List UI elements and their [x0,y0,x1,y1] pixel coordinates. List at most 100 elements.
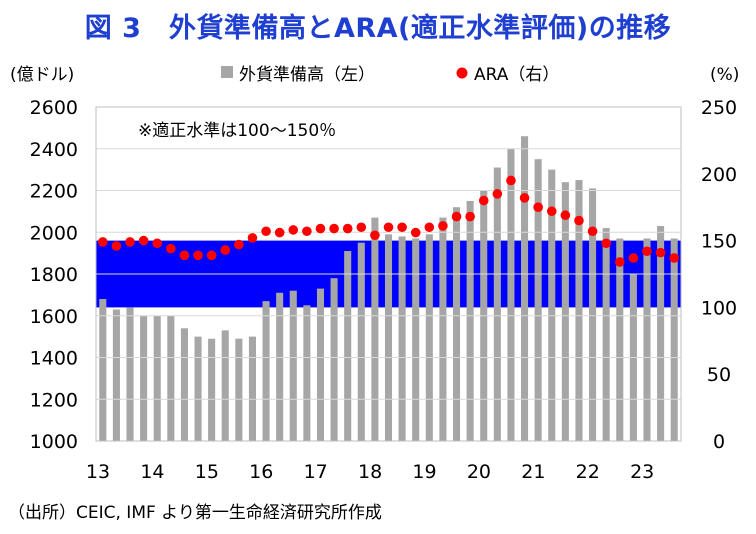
bar-2018Q2 [384,234,393,441]
ara-dot-2016Q2 [274,227,285,238]
ara-dot-2018Q4 [410,227,421,238]
bar-2013Q3 [126,307,134,441]
x-tick-label: 15 [195,461,219,483]
left-tick-label: 1600 [30,306,78,328]
ara-dot-2014Q3 [179,250,190,261]
bar-2023Q1 [643,238,651,441]
bar-2014Q3 [180,328,188,441]
ara-dot-2015Q2 [220,245,231,255]
ara-dot-2023Q1 [642,246,652,257]
ara-dot-2013Q1 [98,237,108,247]
x-tick-label: 18 [358,461,382,483]
bar-2021Q4 [575,180,583,441]
right-tick-label: 200 [701,164,737,186]
bar-2023Q3 [670,238,678,441]
left-axis-unit: (億ドル) [10,65,74,85]
ara-dot-2020Q1 [478,195,489,206]
ara-dot-2016Q1 [261,226,271,237]
bar-layer [99,136,678,441]
bar-2017Q4 [357,242,365,441]
bar-2016Q3 [289,290,297,441]
ara-dot-2018Q1 [370,230,380,241]
annotation: ※適正水準は100〜150％ [138,121,336,141]
bar-2023Q2 [657,225,665,441]
legend-dot-label: ARA（右） [474,65,559,85]
ara-dot-2015Q3 [234,239,244,250]
x-tick-label: 14 [140,461,164,483]
bar-2021Q1 [534,159,542,441]
left-tick-label: 1400 [30,348,78,370]
x-tick-label: 21 [521,461,545,483]
ara-dot-2014Q2 [166,243,176,254]
right-tick-label: 250 [701,97,737,119]
left-tick-label: 2400 [30,139,78,161]
legend-dot-swatch [456,67,468,79]
ara-dot-2018Q3 [397,222,407,233]
x-tick-label: 13 [86,461,110,483]
ara-dot-2022Q3 [614,257,625,267]
right-axis-unit: (%) [710,65,739,85]
ara-dot-2019Q2 [438,221,448,231]
bar-2014Q1 [153,315,161,441]
bar-2022Q3 [616,238,624,441]
bar-2019Q1 [425,234,433,441]
ara-dot-2016Q4 [302,226,312,237]
ara-dot-2020Q4 [519,193,530,203]
bar-2017Q3 [344,251,352,441]
ara-dot-2014Q4 [193,250,203,261]
ara-dot-2019Q1 [424,222,435,233]
legend-bar-swatch [221,66,233,78]
right-tick-label: 50 [707,364,731,386]
legend-bar-label: 外貨準備高（左） [239,65,375,85]
legend: 外貨準備高（左） ARA（右） [221,65,559,85]
ara-dot-2019Q4 [465,211,475,222]
ara-dot-2019Q3 [451,211,462,222]
x-tick-label: 17 [304,461,328,483]
right-tick-label: 150 [701,231,737,253]
bar-2013Q1 [99,299,107,441]
ara-dot-2023Q2 [655,247,666,258]
bar-2018Q1 [371,217,379,441]
bar-2015Q2 [221,330,229,441]
left-tick-label: 1200 [30,389,78,411]
bar-2019Q3 [452,207,461,441]
bar-2016Q1 [262,301,270,441]
bar-2015Q3 [235,338,243,441]
bar-2019Q2 [439,217,447,441]
right-tick-label: 0 [713,431,725,453]
dot-layer [98,175,679,267]
ara-dot-2021Q3 [560,210,571,221]
bar-2015Q4 [248,336,256,441]
source-note: （出所）CEIC, IMF より第一生命経済研究所作成 [8,503,382,523]
bar-2020Q2 [493,167,501,441]
ara-dot-2021Q4 [574,215,584,226]
bar-2018Q3 [398,236,406,441]
x-tick-label: 16 [249,461,273,483]
ara-dot-2017Q4 [356,222,367,233]
plot-frame [95,106,682,442]
left-tick-label: 1000 [30,431,78,453]
ara-dot-2017Q3 [342,223,353,234]
bar-2019Q4 [466,200,474,441]
bar-2022Q1 [589,188,597,441]
ara-dot-2022Q2 [601,238,611,249]
ara-dot-2015Q1 [206,250,217,261]
ara-dot-2016Q3 [288,225,299,235]
ara-dot-2017Q2 [329,223,339,234]
bar-2021Q3 [561,182,569,441]
bar-2014Q4 [194,336,202,441]
bar-2017Q1 [316,288,325,441]
ara-dot-2017Q1 [315,223,326,234]
ara-dot-2022Q4 [628,253,639,263]
ara-dot-2020Q2 [492,189,503,199]
bar-2015Q1 [208,338,216,441]
ara-dot-2013Q3 [125,237,135,247]
bar-2020Q3 [507,148,515,441]
ara-dot-2021Q2 [546,206,557,217]
left-tick-label: 2000 [30,222,78,244]
gridline-layer [95,106,682,442]
ara-dot-2022Q1 [587,226,598,237]
x-tick-label: 19 [412,461,436,483]
ara-dot-2018Q2 [383,222,394,233]
